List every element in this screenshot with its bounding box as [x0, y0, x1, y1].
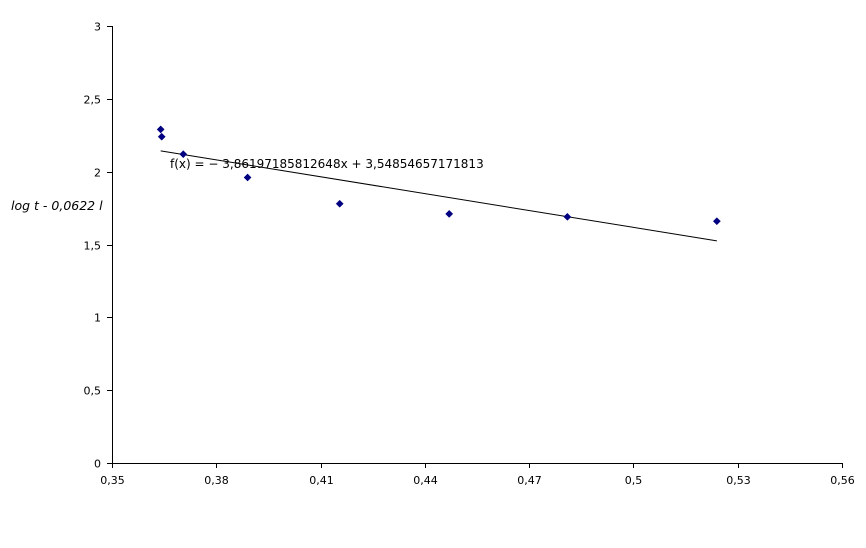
y-tick-label: 3	[94, 21, 101, 34]
x-tick-label: 0,53	[726, 474, 751, 487]
trendline	[160, 150, 717, 242]
data-point	[243, 173, 252, 182]
y-axis-title: log t - 0,0622 l	[11, 198, 103, 213]
x-tick-label: 0,47	[517, 474, 542, 487]
data-point	[157, 132, 166, 141]
x-tick-label: 0,41	[309, 474, 334, 487]
trendline-equation: f(x) = − 3,86197185812648x + 3,548546571…	[170, 157, 484, 171]
y-tick-label: 2	[94, 167, 101, 180]
x-tick-label: 0,35	[100, 474, 125, 487]
data-point	[156, 125, 165, 134]
x-tick-label: 0,56	[830, 474, 855, 487]
y-tick-label: 2,5	[84, 94, 102, 107]
y-tick-label: 1	[94, 312, 101, 325]
data-point	[712, 217, 721, 226]
y-tick-label: 0,5	[84, 385, 102, 398]
data-point	[563, 212, 572, 221]
y-tick-label: 1,5	[84, 240, 102, 253]
y-axis: 0 0,5 1 1,5 2 2,5 3	[84, 21, 113, 471]
x-axis: 0,35 0,38 0,41 0,44 0,47 0,5 0,53 0,56	[100, 463, 855, 487]
x-tick-label: 0,44	[413, 474, 438, 487]
data-point	[179, 150, 188, 159]
data-point	[335, 199, 344, 208]
trendline-group	[160, 150, 717, 242]
data-point	[445, 209, 454, 218]
data-points-group	[156, 125, 721, 226]
x-tick-label: 0,5	[625, 474, 643, 487]
x-tick-label: 0,38	[204, 474, 229, 487]
y-tick-label: 0	[94, 458, 101, 471]
